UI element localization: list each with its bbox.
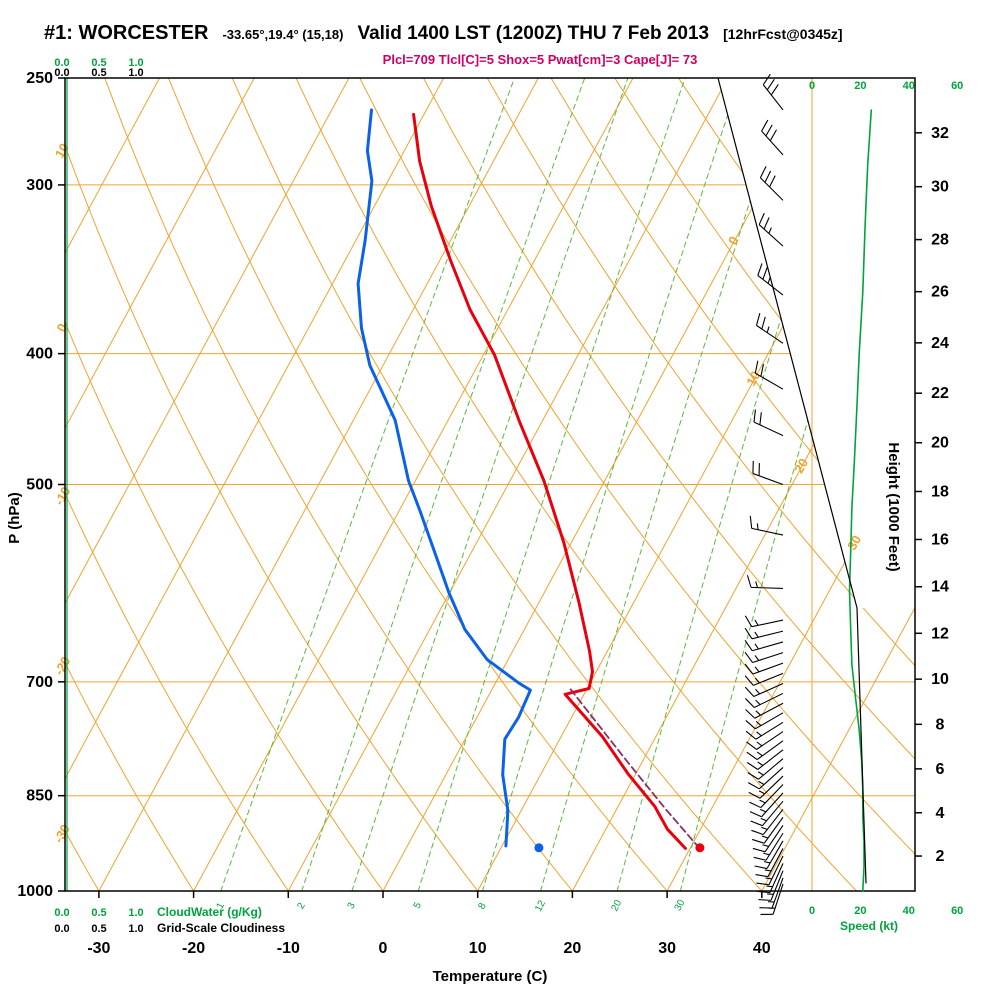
svg-text:0: 0 [379,940,388,957]
svg-text:12: 12 [533,898,548,913]
temperature-curve [412,112,687,850]
svg-text:1.0: 1.0 [128,923,143,935]
svg-text:2: 2 [936,848,945,865]
svg-text:850: 850 [26,788,53,805]
svg-text:18: 18 [931,483,949,500]
svg-text:28: 28 [931,232,949,249]
svg-text:20: 20 [931,435,949,452]
svg-text:0.0: 0.0 [54,907,69,919]
svg-text:16: 16 [931,531,949,548]
svg-text:12: 12 [931,625,949,642]
title-bar: #1: WORCESTER -33.65°,19.4° (15,18) Vali… [44,22,843,45]
svg-text:8: 8 [936,716,945,733]
svg-text:6: 6 [936,761,945,778]
corner-scales: 0.00.00.50.51.01.00.00.00.50.51.01.0Clou… [54,57,963,935]
svg-text:0: 0 [54,321,71,335]
svg-text:32: 32 [931,125,949,142]
svg-text:40: 40 [753,940,771,957]
svg-text:22: 22 [931,385,949,402]
svg-text:2: 2 [296,901,309,911]
svg-text:30: 30 [931,179,949,196]
svg-text:20: 20 [854,80,866,92]
svg-text:40: 40 [903,80,915,92]
svg-text:Speed (kt): Speed (kt) [840,919,898,933]
axes-frame: 2503004005007008501000246810121416182022… [6,70,949,985]
svg-text:26: 26 [931,284,949,301]
svg-text:400: 400 [26,346,53,363]
skewt-grid [65,78,915,891]
svg-text:1.0: 1.0 [128,67,143,79]
svg-text:60: 60 [951,80,963,92]
svg-text:5: 5 [412,900,425,910]
svg-text:3: 3 [346,900,359,910]
svg-text:10: 10 [931,671,949,688]
stability-params: Plcl=709 Tlcl[C]=5 Shox=5 Pwat[cm]=3 Cap… [382,52,698,67]
surface-dots [534,843,705,853]
svg-text:500: 500 [26,477,53,494]
svg-text:0.5: 0.5 [91,67,106,79]
svg-text:20: 20 [564,940,582,957]
speed-profile-line [848,109,873,892]
station-coords: -33.65°,19.4° (15,18) [222,27,344,42]
svg-text:700: 700 [26,674,53,691]
svg-text:250: 250 [26,70,53,87]
svg-text:P (hPa): P (hPa) [6,492,23,543]
svg-text:-30: -30 [87,940,110,957]
svg-text:Grid-Scale Cloudiness: Grid-Scale Cloudiness [157,921,285,935]
svg-text:-20: -20 [51,654,73,678]
svg-text:20: 20 [854,905,866,917]
svg-text:-30: -30 [51,822,73,846]
svg-text:1000: 1000 [17,883,53,900]
wind-barbs [744,73,784,915]
parcel-path [569,688,701,850]
svg-text:CloudWater (g/Kg): CloudWater (g/Kg) [157,905,262,919]
svg-text:1: 1 [215,901,228,911]
svg-text:-20: -20 [182,940,205,957]
svg-text:40: 40 [903,905,915,917]
svg-text:14: 14 [931,579,949,596]
svg-text:4: 4 [936,805,945,822]
svg-text:0.5: 0.5 [91,907,106,919]
svg-text:10: 10 [743,368,763,388]
svg-text:Temperature (C): Temperature (C) [433,968,548,985]
svg-text:30: 30 [658,940,676,957]
forecast-tag: [12hrFcst@0345z] [723,26,843,42]
svg-text:30: 30 [844,533,864,553]
svg-text:0.0: 0.0 [54,57,69,69]
valid-time: Valid 1400 LST (1200Z) THU 7 Feb 2013 [357,23,710,44]
svg-text:0.0: 0.0 [54,923,69,935]
svg-text:0.5: 0.5 [91,57,106,69]
dewpoint-curve [356,108,532,848]
svg-text:20: 20 [609,898,624,913]
svg-text:300: 300 [26,177,53,194]
svg-text:60: 60 [951,905,963,917]
svg-text:10: 10 [469,940,487,957]
svg-text:-10: -10 [277,940,300,957]
svg-text:0.5: 0.5 [91,923,106,935]
station-name: #1: WORCESTER [44,22,209,44]
svg-text:1.0: 1.0 [128,907,143,919]
svg-text:20: 20 [791,456,811,476]
svg-text:0: 0 [809,80,815,92]
svg-text:30: 30 [673,898,688,913]
svg-text:Height (1000 Feet): Height (1000 Feet) [885,442,902,571]
svg-text:24: 24 [931,335,949,352]
svg-text:0.0: 0.0 [54,67,69,79]
wind-panel-divider [717,77,867,884]
svg-text:8: 8 [476,901,489,911]
svg-text:0: 0 [809,905,815,917]
svg-text:1.0: 1.0 [128,57,143,69]
